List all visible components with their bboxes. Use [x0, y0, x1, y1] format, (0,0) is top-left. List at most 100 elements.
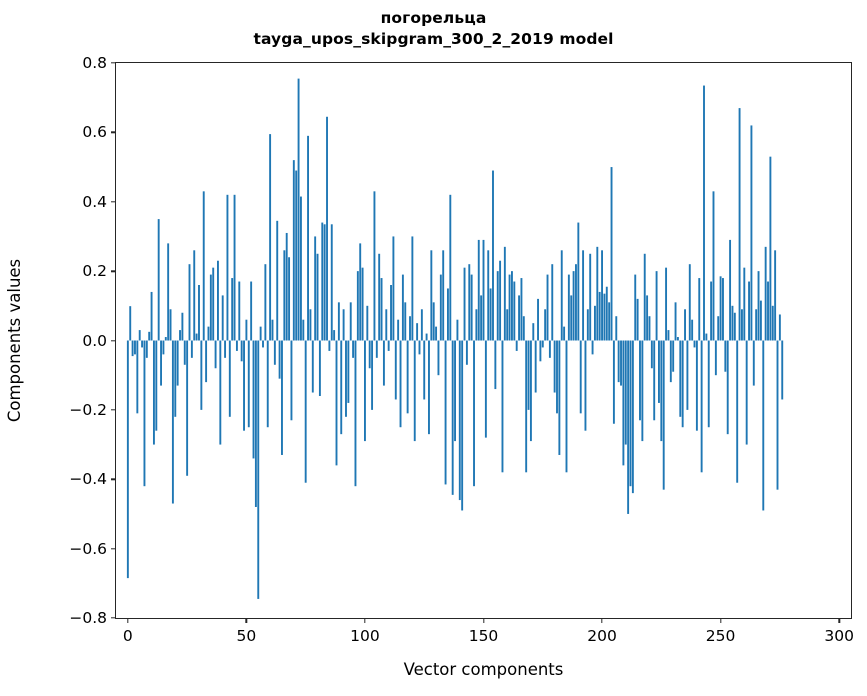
- bar: [553, 340, 556, 393]
- x-axis-tick-label: 50: [236, 627, 257, 645]
- bar: [596, 246, 599, 341]
- bar: [250, 281, 253, 341]
- bar: [688, 264, 691, 341]
- bar: [198, 285, 200, 341]
- bar: [603, 293, 606, 341]
- bar: [722, 278, 724, 341]
- bar: [454, 340, 456, 442]
- bar: [745, 340, 748, 445]
- bar: [435, 326, 438, 341]
- bar: [368, 340, 371, 369]
- bar: [392, 236, 395, 341]
- bar: [304, 340, 307, 483]
- bar: [442, 250, 445, 341]
- bar: [382, 340, 385, 386]
- bar: [563, 326, 566, 341]
- bar: [738, 108, 741, 341]
- bar: [532, 323, 535, 341]
- bar: [468, 264, 471, 341]
- bar: [639, 340, 641, 421]
- bar: [522, 316, 525, 341]
- bar: [676, 337, 679, 341]
- bar: [209, 274, 212, 341]
- bar: [311, 340, 314, 393]
- bar: [679, 340, 682, 417]
- plot-area: 0.8 0.6 0.4 0.2 0.0 −0.2 −0.4 −0.6 −0.8 0 50 100 150…: [69, 54, 854, 645]
- bar: [451, 340, 454, 495]
- bar: [480, 295, 483, 341]
- x-axis-tick-mark: [719, 618, 722, 623]
- y-axis-tick-mark: [111, 339, 116, 342]
- bar-series: [126, 78, 784, 599]
- y-axis-tick-label: 0.6: [82, 123, 107, 142]
- bar: [520, 278, 523, 341]
- bar: [254, 340, 257, 507]
- x-axis-tick-label: 300: [824, 627, 854, 645]
- bar: [662, 340, 665, 490]
- bar: [271, 319, 274, 341]
- bar: [586, 309, 589, 341]
- bar: [162, 340, 165, 355]
- bar: [359, 243, 362, 341]
- bar: [567, 274, 570, 341]
- bar: [487, 250, 490, 341]
- bar: [240, 340, 243, 362]
- bar: [288, 257, 291, 341]
- y-axis-tick-label: −0.8: [69, 609, 107, 627]
- bar: [695, 340, 698, 431]
- bar: [186, 340, 189, 476]
- bar: [307, 135, 309, 341]
- bar: [681, 340, 684, 428]
- bar: [264, 264, 267, 341]
- bar: [155, 340, 158, 431]
- bar: [328, 340, 331, 351]
- bar: [195, 333, 198, 341]
- bar: [183, 340, 186, 365]
- bar: [492, 170, 494, 341]
- bar: [499, 260, 502, 341]
- bar: [627, 340, 630, 514]
- x-axis-label: Vector components: [403, 660, 564, 679]
- bar: [366, 305, 369, 341]
- x-axis-tick-mark: [127, 618, 129, 623]
- bar: [150, 291, 153, 341]
- bar: [160, 340, 162, 386]
- bar: [356, 271, 359, 341]
- bar: [326, 116, 328, 341]
- bar: [214, 340, 217, 369]
- bar: [731, 305, 734, 341]
- bar: [188, 264, 191, 341]
- bar: [207, 326, 210, 341]
- bar: [273, 340, 276, 365]
- bar: [401, 274, 404, 341]
- bar: [511, 271, 513, 341]
- bar: [423, 340, 426, 400]
- bar: [458, 340, 461, 501]
- bar: [605, 286, 608, 341]
- x-axis-tick-mark: [364, 618, 366, 623]
- bar: [669, 340, 672, 383]
- bar: [394, 340, 397, 400]
- bar: [174, 340, 177, 417]
- bar: [131, 340, 134, 357]
- bar: [413, 340, 416, 442]
- bar: [717, 316, 720, 341]
- bar: [646, 295, 649, 341]
- bar: [283, 250, 286, 341]
- y-axis-tick-label: 0.0: [82, 331, 107, 350]
- bar: [373, 191, 376, 341]
- y-axis-tick-label: −0.4: [69, 470, 107, 489]
- bar: [217, 260, 219, 341]
- bar: [608, 302, 611, 341]
- bar: [558, 340, 561, 455]
- bar: [134, 340, 136, 355]
- bar: [465, 340, 468, 365]
- chart-title: погорельца tayga_upos_skipgram_300_2_201…: [0, 8, 867, 50]
- bar: [541, 340, 544, 348]
- bar: [774, 250, 777, 341]
- bar: [655, 271, 658, 341]
- bar: [748, 281, 750, 341]
- bar: [138, 330, 141, 341]
- y-axis-tick-label: 0.8: [82, 54, 107, 72]
- bar: [565, 340, 568, 473]
